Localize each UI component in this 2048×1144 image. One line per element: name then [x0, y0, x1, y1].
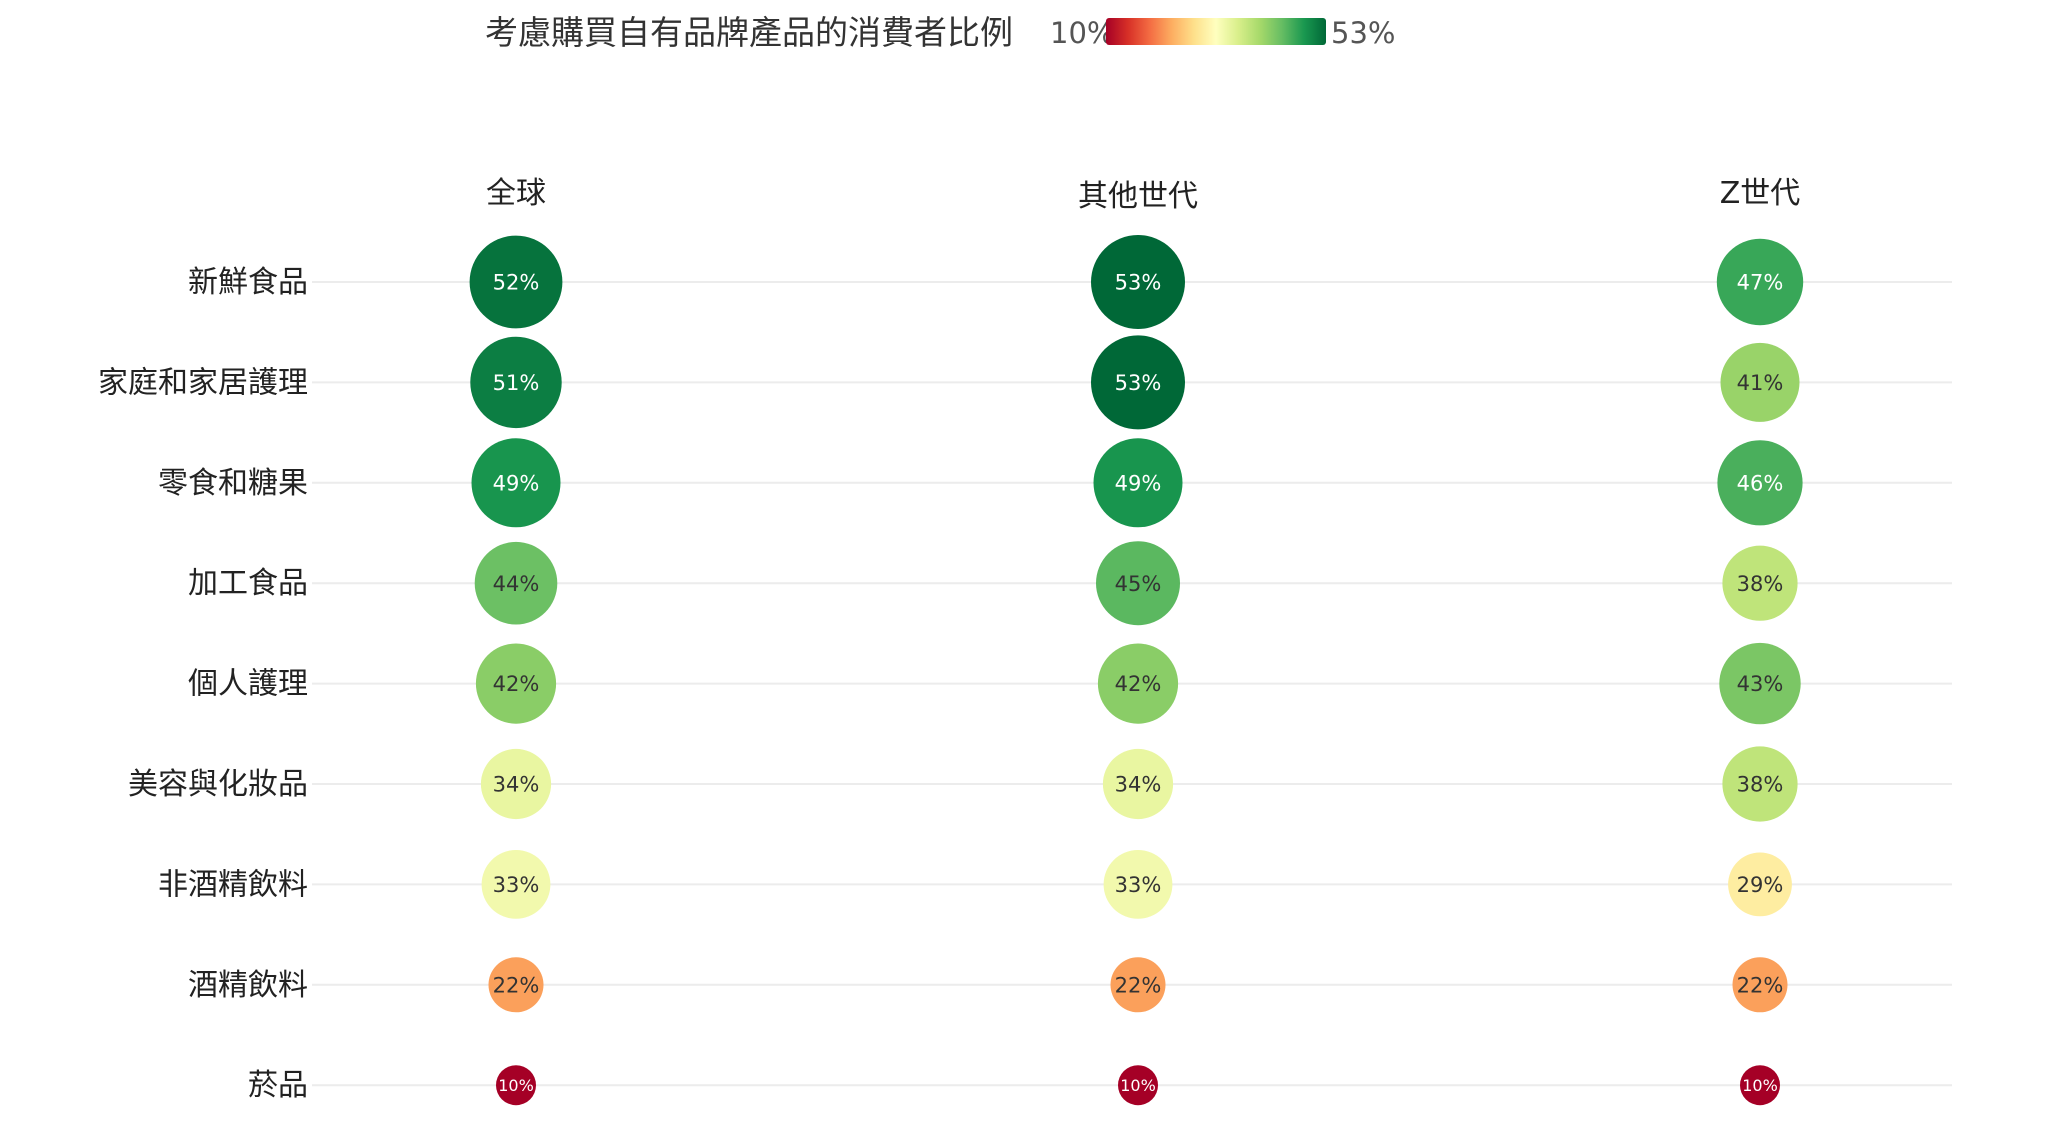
bubble [488, 957, 544, 1013]
value-label: 41% [1737, 371, 1784, 395]
value-label: 47% [1737, 271, 1784, 295]
legend-color-bar [1106, 18, 1326, 45]
value-label: 52% [493, 271, 540, 295]
bubble [471, 438, 561, 528]
bubble [1720, 342, 1800, 422]
value-label: 10% [1120, 1076, 1156, 1095]
column-headers: 全球 其他世代 Z世代 [486, 176, 1800, 214]
bubble [1103, 850, 1173, 919]
bubble [1093, 438, 1183, 528]
bubble [1091, 235, 1185, 329]
bubble [1722, 545, 1798, 621]
row-label: 加工食品 [188, 566, 308, 601]
value-label: 49% [493, 471, 540, 495]
row-label: 非酒精飲料 [158, 867, 308, 902]
bubble [1717, 440, 1803, 526]
column-header: 全球 [486, 176, 546, 211]
row-label: 個人護理 [188, 667, 308, 702]
bubble [1091, 335, 1185, 430]
value-label: 22% [493, 973, 540, 997]
bubble [474, 541, 558, 625]
row-label: 新鮮食品 [188, 265, 308, 300]
bubble [1719, 642, 1801, 725]
row-label: 零食和糖果 [158, 466, 308, 501]
bubble [1102, 748, 1174, 820]
bubbles: 52% 51% 49% 44% 42% 34% 33% 22% 10% 53% 53% 49% 45% 4… [469, 235, 1804, 1106]
value-label: 29% [1737, 873, 1784, 897]
value-label: 44% [493, 572, 540, 596]
legend-min-label: 10% [1050, 16, 1114, 50]
bubble [1716, 238, 1804, 326]
row-label: 酒精飲料 [188, 968, 308, 1003]
value-label: 43% [1737, 672, 1784, 696]
value-label: 33% [1115, 873, 1162, 897]
row-label: 菸品 [248, 1068, 308, 1103]
bubble [481, 850, 551, 919]
bubble [469, 235, 563, 329]
value-label: 34% [1115, 773, 1162, 797]
value-label: 53% [1115, 371, 1162, 395]
value-label: 42% [493, 672, 540, 696]
bubble [475, 643, 557, 724]
column-header: Z世代 [1720, 176, 1801, 211]
row-label: 家庭和家居護理 [98, 365, 308, 400]
value-label: 34% [493, 773, 540, 797]
bubble [1722, 746, 1798, 822]
bubble [1732, 957, 1788, 1013]
bubble [1740, 1065, 1780, 1106]
bubble [496, 1065, 536, 1106]
bubble [1110, 957, 1166, 1013]
value-label: 33% [493, 873, 540, 897]
row-label: 美容與化妝品 [128, 767, 308, 802]
value-label: 45% [1115, 572, 1162, 596]
value-label: 53% [1115, 271, 1162, 295]
value-label: 42% [1115, 672, 1162, 696]
chart-header: 考慮購買自有品牌產品的消費者比例 10% 53% [485, 13, 1395, 52]
value-label: 10% [1742, 1076, 1778, 1095]
bubble [480, 748, 552, 820]
bubble [1118, 1065, 1158, 1106]
value-label: 10% [498, 1076, 534, 1095]
column-header: 其他世代 [1078, 179, 1198, 214]
bubble [1097, 643, 1179, 724]
value-label: 38% [1737, 572, 1784, 596]
bubble [470, 336, 562, 429]
bubble [1096, 541, 1180, 626]
value-label: 22% [1115, 973, 1162, 997]
legend-max-label: 53% [1331, 16, 1395, 50]
row-labels: 新鮮食品家庭和家居護理零食和糖果加工食品個人護理美容與化妝品非酒精飲料酒精飲料菸… [98, 265, 308, 1103]
value-label: 49% [1115, 471, 1162, 495]
value-label: 38% [1737, 773, 1784, 797]
value-label: 22% [1737, 973, 1784, 997]
chart-title: 考慮購買自有品牌產品的消費者比例 [485, 13, 1013, 52]
value-label: 51% [493, 371, 540, 395]
bubble [1728, 852, 1792, 917]
value-label: 46% [1737, 471, 1784, 495]
